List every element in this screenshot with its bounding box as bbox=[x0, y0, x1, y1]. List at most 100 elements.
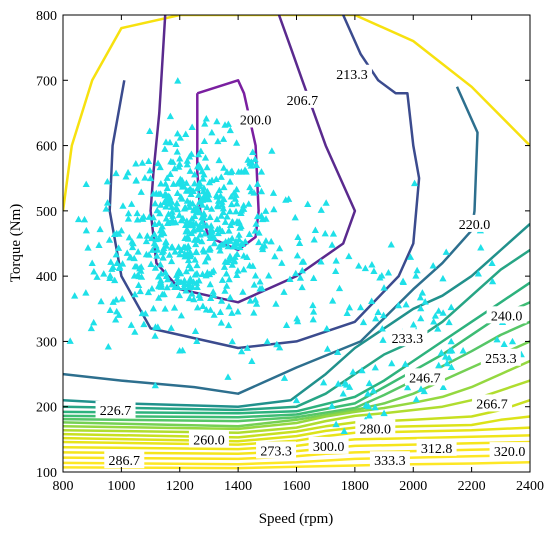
scatter-point bbox=[219, 204, 227, 212]
scatter-point bbox=[233, 139, 241, 146]
scatter-point bbox=[221, 218, 229, 225]
contour-line bbox=[63, 301, 530, 419]
scatter-point bbox=[442, 248, 450, 255]
scatter-point bbox=[195, 150, 203, 158]
scatter-point bbox=[191, 170, 199, 178]
scatter-point bbox=[185, 203, 194, 210]
scatter-point bbox=[221, 287, 229, 294]
scatter-point bbox=[235, 168, 243, 175]
scatter-point bbox=[192, 220, 200, 227]
scatter-point bbox=[401, 360, 409, 367]
scatter-point bbox=[459, 347, 467, 354]
scatter-point bbox=[153, 206, 161, 214]
scatter-point bbox=[379, 311, 388, 319]
scatter-point bbox=[417, 385, 425, 392]
scatter-point bbox=[107, 258, 115, 265]
scatter-point bbox=[203, 187, 212, 195]
scatter-point bbox=[194, 225, 202, 233]
contour-labels: 200.0 206.7 213.3 220.0 226.7 233.3 240.0 246.7… bbox=[95, 64, 530, 469]
contour-label: 253.3 bbox=[485, 352, 517, 367]
scatter-point bbox=[175, 291, 184, 299]
scatter-point bbox=[431, 312, 439, 319]
scatter-point bbox=[140, 212, 148, 220]
axes: 800 1000 1200 1400 1600 1800 2000 2200 2400 100 20… bbox=[36, 9, 544, 494]
scatter-point bbox=[228, 234, 236, 242]
scatter-point bbox=[226, 178, 234, 185]
scatter-point bbox=[226, 126, 234, 134]
contour-label-bg bbox=[308, 436, 349, 454]
contour-label-bg bbox=[489, 442, 530, 460]
scatter-point bbox=[133, 272, 142, 279]
contour-line bbox=[196, 79, 260, 252]
scatter-point bbox=[447, 337, 455, 345]
scatter-point bbox=[249, 262, 257, 269]
scatter-point bbox=[90, 318, 98, 326]
scatter-point bbox=[345, 252, 353, 260]
y-tick-label: 800 bbox=[36, 9, 57, 24]
scatter-point bbox=[227, 254, 235, 261]
scatter-point bbox=[173, 129, 182, 137]
scatter-point bbox=[271, 252, 279, 260]
scatter-point bbox=[177, 311, 185, 319]
scatter-point bbox=[111, 276, 119, 284]
scatter-point bbox=[253, 300, 261, 307]
y-tick-label: 400 bbox=[36, 270, 57, 285]
contour-label: 286.7 bbox=[109, 454, 141, 469]
scatter-point bbox=[341, 379, 349, 387]
scatter-point bbox=[335, 284, 344, 292]
scatter-point bbox=[151, 381, 159, 389]
scatter-point bbox=[298, 266, 306, 274]
scatter-point bbox=[282, 321, 291, 328]
scatter-point bbox=[196, 231, 204, 238]
scatter-point bbox=[262, 215, 270, 222]
scatter-point bbox=[202, 271, 210, 279]
scatter-point bbox=[116, 263, 124, 270]
scatter-point bbox=[180, 280, 189, 288]
scatter-point bbox=[154, 323, 162, 330]
x-tick-label: 2400 bbox=[516, 479, 544, 494]
scatter-point bbox=[251, 296, 259, 303]
scatter-point bbox=[216, 247, 224, 254]
scatter-point bbox=[117, 226, 125, 234]
contour-label-bg bbox=[387, 329, 428, 347]
scatter-point bbox=[228, 261, 236, 268]
scatter-point bbox=[339, 390, 347, 397]
scatter-point bbox=[163, 174, 171, 181]
scatter-point bbox=[162, 180, 170, 187]
scatter-point bbox=[167, 157, 175, 165]
torque-envelope bbox=[63, 15, 530, 212]
scatter-point bbox=[210, 291, 218, 298]
scatter-point bbox=[278, 259, 286, 266]
scatter-point bbox=[477, 244, 485, 251]
scatter-point bbox=[317, 258, 325, 265]
scatter-point bbox=[145, 213, 153, 220]
scatter-point bbox=[182, 267, 191, 275]
scatter-point bbox=[149, 304, 158, 312]
scatter-point bbox=[173, 274, 181, 282]
scatter-point bbox=[95, 241, 103, 248]
x-axis-label: Speed (rpm) bbox=[259, 511, 334, 527]
scatter-point bbox=[380, 284, 388, 291]
scatter-point bbox=[192, 240, 200, 248]
scatter-point bbox=[137, 188, 145, 195]
scatter-point bbox=[196, 164, 205, 171]
scatter-point bbox=[406, 253, 415, 260]
contour-label: 280.0 bbox=[360, 422, 392, 437]
scatter-point bbox=[488, 259, 496, 266]
scatter-point bbox=[178, 180, 187, 188]
scatter-point bbox=[181, 250, 189, 257]
scatter-point bbox=[309, 315, 317, 323]
scatter-point bbox=[293, 314, 301, 322]
scatter-point bbox=[146, 127, 154, 134]
scatter-point bbox=[195, 179, 203, 187]
scatter-point bbox=[262, 237, 270, 244]
scatter-point bbox=[222, 238, 230, 245]
contour-label: 233.3 bbox=[392, 332, 424, 347]
scatter-point bbox=[206, 306, 215, 313]
scatter-point bbox=[110, 230, 119, 237]
scatter-point bbox=[145, 251, 153, 258]
scatter-point bbox=[296, 239, 304, 246]
scatter-point bbox=[82, 180, 90, 188]
scatter-point bbox=[253, 180, 262, 187]
scatter-point bbox=[147, 234, 156, 242]
